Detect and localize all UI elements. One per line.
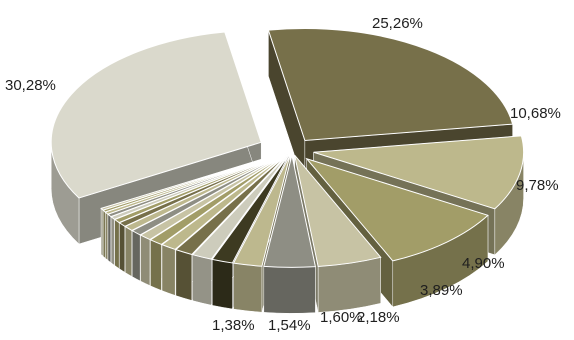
pie-slice-3 — [294, 154, 382, 267]
pie-slice-7 — [191, 154, 289, 260]
pie-slice-wall-6 — [211, 259, 233, 310]
pie-slice-4 — [263, 155, 317, 268]
data-label-4: 3,89% — [420, 282, 463, 299]
pie-slice-2 — [305, 157, 489, 262]
pie-slice-8 — [174, 154, 288, 256]
pie-slice-0 — [267, 27, 514, 142]
pie-slice-wall-12 — [131, 230, 141, 282]
pie-slice-5 — [232, 154, 291, 267]
data-label-5: 2,18% — [357, 309, 400, 326]
data-label-0: 25,26% — [372, 15, 423, 32]
pie-slice-6 — [211, 154, 290, 264]
pie-slice-wall-16 — [110, 216, 115, 266]
pie-tops — [50, 27, 525, 268]
pie-slice-wall-7 — [192, 254, 212, 306]
data-label-21: 30,28% — [5, 77, 56, 94]
pie-slice-wall-13 — [124, 226, 133, 277]
pie-slice-wall-5 — [233, 262, 263, 313]
pie-labels: 25,26% 10,68% 9,78% 4,90% 3,89% 2,18%1,60% 1,5… — [5, 15, 561, 334]
data-label-7: 1,54% — [268, 317, 311, 334]
pie-slice-1 — [313, 135, 525, 210]
pie-slice-wall-8 — [175, 249, 193, 301]
pie-slice-wall-19 — [102, 209, 106, 259]
pie-slice-wall-18 — [105, 211, 109, 261]
pie-slice-wall-20 — [100, 207, 104, 257]
data-label-3: 4,90% — [462, 255, 505, 272]
pie-slice-9 — [160, 154, 287, 250]
pie-slice-wall-10 — [150, 239, 162, 291]
pie-slice-wall-14 — [119, 222, 126, 273]
pie-slice-wall-9 — [161, 244, 176, 296]
pie-slice-wall-4 — [263, 266, 316, 314]
pie-slice-20 — [100, 152, 284, 211]
data-label-1: 10,68% — [510, 105, 561, 122]
data-label-2: 9,78% — [516, 177, 559, 194]
pie-slice-21 — [50, 31, 262, 199]
data-label-6: 1,60% — [320, 309, 363, 326]
pie-slice-wall-15 — [114, 218, 120, 270]
data-label-8: 1,38% — [212, 317, 255, 334]
pie-slice-wall-17 — [107, 213, 112, 264]
pie-slice-wall-11 — [140, 234, 151, 286]
